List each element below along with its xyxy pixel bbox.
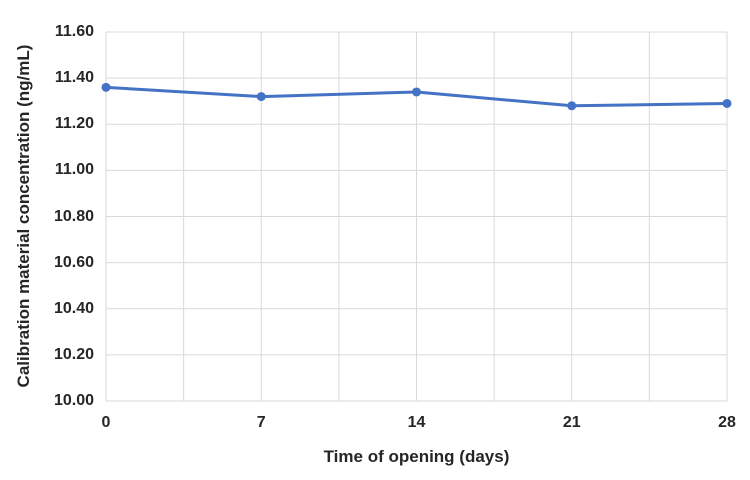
- y-tick-label: 10.20: [53, 345, 94, 363]
- y-tick-label: 10.40: [53, 299, 94, 317]
- x-axis-tick-labels: 0 7 14 21 28: [0, 414, 750, 436]
- y-tick-label: 10.80: [53, 207, 94, 225]
- y-tick-label: 11.60: [54, 23, 94, 40]
- x-tick-label: 0: [101, 414, 111, 431]
- y-axis-title: Calibration material concentration (ng/m…: [14, 44, 33, 388]
- y-tick-label: 11.40: [54, 69, 94, 87]
- y-tick-label: 10.00: [53, 392, 94, 409]
- x-tick-label: 7: [256, 414, 266, 431]
- y-tick-label: 11.20: [54, 115, 94, 133]
- data-point-day-21: [567, 101, 577, 111]
- data-point-day-14: [412, 87, 421, 97]
- x-tick-label: 14: [407, 414, 426, 431]
- x-tick-label: 28: [718, 414, 736, 431]
- data-point-day-0: [101, 82, 111, 92]
- x-axis-title: Time of opening (days): [323, 447, 510, 466]
- y-tick-label: 11.00: [54, 161, 94, 179]
- y-tick-label: 10.60: [53, 253, 94, 271]
- x-tick-label: 21: [562, 414, 581, 431]
- y-axis-tick-labels: 10.00 10.20 10.40 10.60 10.80 11.00 11.20 11.40…: [0, 0, 94, 480]
- data-point-day-7: [256, 92, 266, 102]
- data-point-day-28: [722, 98, 732, 108]
